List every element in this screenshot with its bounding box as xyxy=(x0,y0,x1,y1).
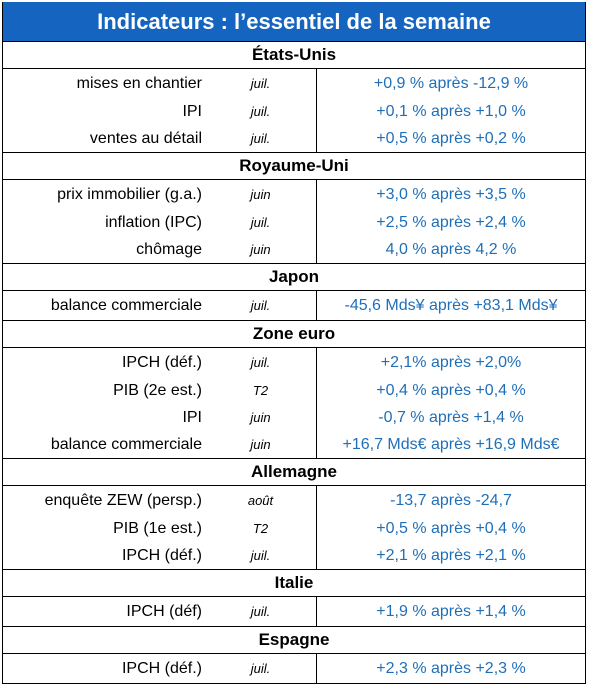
country-section: Espagne IPCH (déf.) juil. +2,3 % après +2,3… xyxy=(3,626,585,683)
indicator-period: juin xyxy=(205,236,317,263)
table-title: Indicateurs : l’essentiel de la semaine xyxy=(3,2,585,41)
indicator-row: IPI juil. +0,1 % après +1,0 % xyxy=(3,98,585,125)
indicator-row: inflation (IPC) juil. +2,5 % après +2,4 % xyxy=(3,209,585,236)
indicator-label: inflation (IPC) xyxy=(105,213,202,231)
indicator-period: T2 xyxy=(205,515,317,542)
indicator-label: IPCH (déf.) xyxy=(121,546,202,564)
indicator-label: mises en chantier xyxy=(76,74,202,92)
indicator-value: -13,7 après -24,7 xyxy=(390,491,512,509)
indicator-row: ventes au détail juil. +0,5 % après +0,2 % xyxy=(3,125,585,152)
sections-container: États-Unis mises en chantier juil. +0,9 % a… xyxy=(3,41,585,683)
indicator-label: IPCH (déf) xyxy=(126,602,202,620)
indicator-value: +16,7 Mds€ après +16,9 Mds€ xyxy=(342,435,560,453)
indicator-row: PIB (1e est.) T2 +0,5 % après +0,4 % xyxy=(3,515,585,542)
country-header: Zone euro xyxy=(3,321,585,348)
indicator-period: juil. xyxy=(205,597,317,626)
indicator-row: chômage juin 4,0 % après 4,2 % xyxy=(3,236,585,263)
indicator-value: -0,7 % après +1,4 % xyxy=(378,408,524,426)
indicator-period: juil. xyxy=(205,69,317,98)
country-section: Allemagne enquête ZEW (persp.) août -13,7 a… xyxy=(3,458,585,569)
country-header: Espagne xyxy=(3,627,585,654)
indicator-period: juin xyxy=(205,431,317,458)
indicator-value: -45,6 Mds¥ après +83,1 Mds¥ xyxy=(344,296,558,314)
indicator-period: juil. xyxy=(205,98,317,125)
indicator-label: prix immobilier (g.a.) xyxy=(57,185,202,203)
indicator-period: T2 xyxy=(205,377,317,404)
country-header: Italie xyxy=(3,570,585,597)
indicator-value: 4,0 % après 4,2 % xyxy=(385,240,517,258)
indicator-period: juin xyxy=(205,180,317,209)
indicator-value: +0,4 % après +0,4 % xyxy=(376,381,526,399)
indicator-label: IPCH (déf.) xyxy=(121,353,202,371)
indicator-row: IPCH (déf) juil. +1,9 % après +1,4 % xyxy=(3,597,585,626)
indicator-row: prix immobilier (g.a.) juin +3,0 % après +… xyxy=(3,180,585,209)
indicator-label: IPCH (déf.) xyxy=(121,659,202,677)
indicator-value: +0,5 % après +0,2 % xyxy=(376,129,526,147)
country-section: Italie IPCH (déf) juil. +1,9 % après +1,4 % xyxy=(3,569,585,626)
indicator-value: +2,1 % après +2,1 % xyxy=(376,546,526,564)
country-section: Zone euro IPCH (déf.) juil. +2,1% après +2,… xyxy=(3,320,585,458)
indicator-row: IPCH (déf.) juil. +2,1 % après +2,1 % xyxy=(3,542,585,569)
indicator-value: +2,5 % après +2,4 % xyxy=(376,213,526,231)
indicator-row: PIB (2e est.) T2 +0,4 % après +0,4 % xyxy=(3,377,585,404)
indicator-period: juil. xyxy=(205,209,317,236)
indicator-row: enquête ZEW (persp.) août -13,7 après -24,… xyxy=(3,486,585,515)
indicator-period: juin xyxy=(205,404,317,431)
indicator-label: balance commerciale xyxy=(50,296,202,314)
indicator-period: juil. xyxy=(205,125,317,152)
indicator-label: IPI xyxy=(182,408,202,426)
indicator-row: IPCH (déf.) juil. +2,3 % après +2,3 % xyxy=(3,654,585,683)
indicator-value: +0,9 % après -12,9 % xyxy=(373,74,529,92)
indicator-row: balance commerciale juin +16,7 Mds€ après … xyxy=(3,431,585,458)
indicator-row: IPCH (déf.) juil. +2,1% après +2,0% xyxy=(3,348,585,377)
indicator-row: balance commerciale juil. -45,6 Mds¥ après… xyxy=(3,291,585,320)
indicator-value: +2,3 % après +2,3 % xyxy=(376,659,526,677)
indicator-period: juil. xyxy=(205,542,317,569)
indicator-period: juil. xyxy=(205,291,317,320)
indicator-label: PIB (2e est.) xyxy=(113,381,202,399)
indicator-value: +3,0 % après +3,5 % xyxy=(376,185,526,203)
country-header: Allemagne xyxy=(3,459,585,486)
indicator-label: enquête ZEW (persp.) xyxy=(44,491,202,509)
indicator-period: août xyxy=(205,486,317,515)
indicator-row: mises en chantier juil. +0,9 % après -12,9… xyxy=(3,69,585,98)
indicator-label: PIB (1e est.) xyxy=(113,519,202,537)
country-header: Japon xyxy=(3,264,585,291)
country-section: Japon balance commerciale juil. -45,6 Mds¥ … xyxy=(3,263,585,320)
country-header: États-Unis xyxy=(3,42,585,69)
indicator-row: IPI juin -0,7 % après +1,4 % xyxy=(3,404,585,431)
indicator-value: +0,1 % après +1,0 % xyxy=(376,102,526,120)
country-section: Royaume-Uni prix immobilier (g.a.) juin +3,… xyxy=(3,152,585,263)
indicator-label: IPI xyxy=(182,102,202,120)
indicator-period: juil. xyxy=(205,348,317,377)
country-header: Royaume-Uni xyxy=(3,153,585,180)
indicator-value: +0,5 % après +0,4 % xyxy=(376,519,526,537)
indicator-label: balance commerciale xyxy=(50,435,202,453)
country-section: États-Unis mises en chantier juil. +0,9 % a… xyxy=(3,41,585,152)
indicator-label: ventes au détail xyxy=(89,129,202,147)
indicator-label: chômage xyxy=(136,240,202,258)
indicator-period: juil. xyxy=(205,654,317,683)
indicator-value: +2,1% après +2,0% xyxy=(380,353,522,371)
indicator-value: +1,9 % après +1,4 % xyxy=(376,602,526,620)
